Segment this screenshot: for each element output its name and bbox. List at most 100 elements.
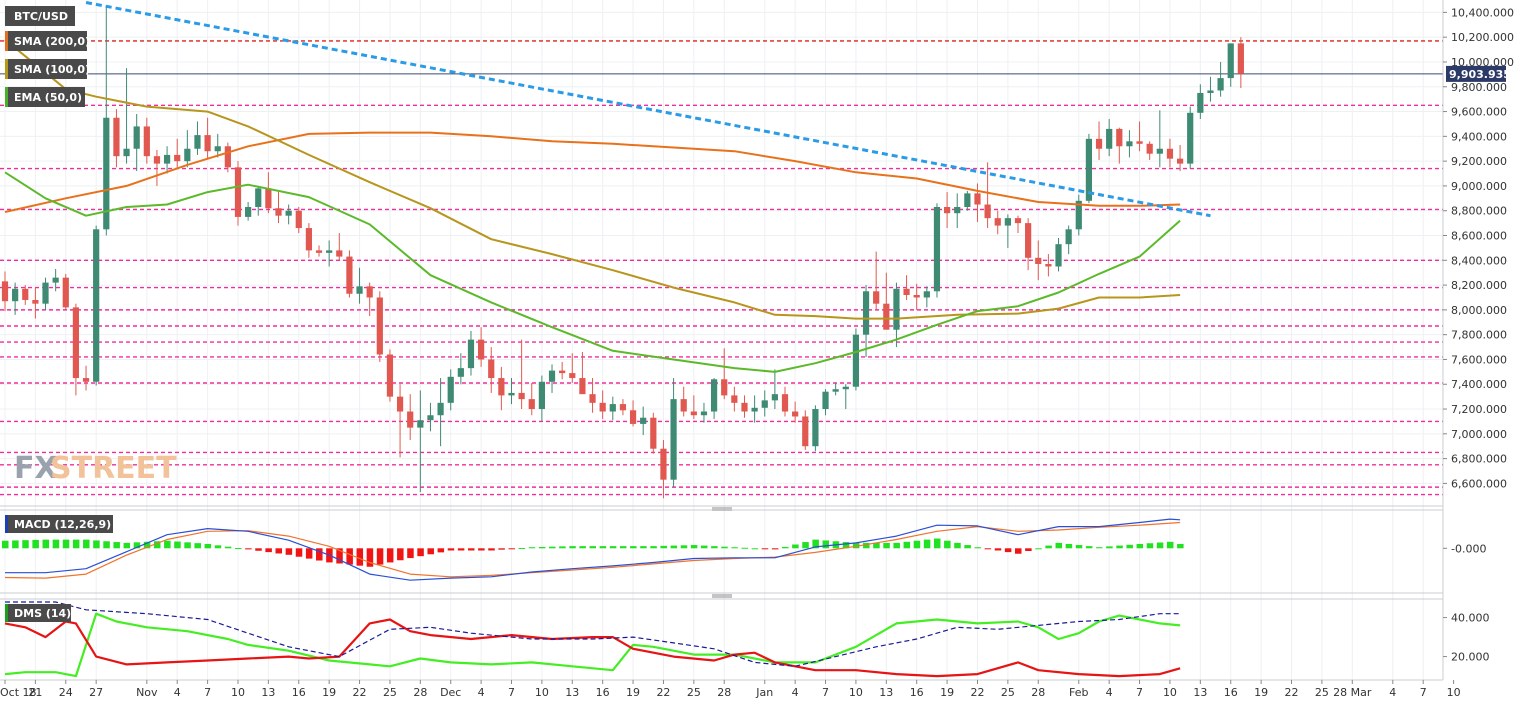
dms-panel: 40.000 20.000 DMS (14) xyxy=(4,601,1490,678)
price-tick-label: 9,400.000 xyxy=(1451,130,1507,143)
ema-50-line xyxy=(4,171,1181,373)
candle-body xyxy=(82,378,90,382)
candle-body xyxy=(802,416,809,447)
candle-body xyxy=(346,256,353,294)
x-tick-label: 7 xyxy=(1420,686,1427,699)
candle-body xyxy=(883,303,890,330)
macd-histogram-bar xyxy=(579,546,586,549)
macd-histogram-bar xyxy=(619,546,627,549)
candle-body xyxy=(731,395,738,403)
x-tick-label: 16 xyxy=(292,686,306,699)
candle-body xyxy=(396,396,404,412)
macd-histogram-bar xyxy=(1055,542,1063,549)
candle-body xyxy=(559,370,566,374)
candle-body xyxy=(214,146,221,152)
x-tick-label: 4 xyxy=(1106,686,1113,699)
x-tick-label: 16 xyxy=(910,686,924,699)
price-tick-label: 8,600.000 xyxy=(1451,230,1507,243)
legend-swatch xyxy=(5,59,8,79)
macd-histogram-bar xyxy=(93,540,100,549)
x-tick-label: Jan xyxy=(755,686,773,699)
macd-histogram-bar xyxy=(680,545,688,549)
macd-histogram-bar xyxy=(933,538,941,549)
candle-body xyxy=(1075,200,1082,230)
candle-body xyxy=(548,370,556,382)
legend-label: BTC/USD xyxy=(14,10,68,23)
macd-histogram-bar xyxy=(771,548,779,550)
macd-histogram-bar xyxy=(1156,542,1164,549)
macd-histogram-bar xyxy=(1045,545,1052,549)
candle-body xyxy=(153,156,161,164)
candle-body xyxy=(822,391,829,410)
candle-body xyxy=(903,288,910,296)
candle-body xyxy=(1136,141,1143,144)
x-tick-label: 25 xyxy=(687,686,701,699)
moving-averages xyxy=(4,38,1181,373)
macd-histogram-bar xyxy=(62,539,70,549)
candle-body xyxy=(113,117,120,157)
x-tick-label: 7 xyxy=(508,686,515,699)
macd-histogram-bar xyxy=(913,540,921,549)
candle-body xyxy=(954,206,961,214)
candle-body xyxy=(508,392,515,396)
macd-histogram-bar xyxy=(336,548,343,564)
macd-histogram-bar xyxy=(356,548,364,566)
candle-body xyxy=(1045,264,1052,267)
candle-body xyxy=(72,307,80,379)
macd-histogram-bar xyxy=(133,542,141,549)
macd-histogram-bar xyxy=(437,548,445,553)
macd-histogram-bar xyxy=(842,542,850,549)
x-tick-label: 22 xyxy=(970,686,984,699)
candle-body xyxy=(265,188,272,209)
macd-histogram-bar xyxy=(893,542,900,549)
macd-histogram-bar xyxy=(812,539,819,549)
candle-body xyxy=(93,229,100,382)
macd-histogram-bar xyxy=(1126,544,1133,549)
candle-body xyxy=(1004,218,1011,226)
macd-histogram-bar xyxy=(1177,543,1184,549)
candle-body xyxy=(721,379,728,396)
x-tick-label: Nov xyxy=(136,686,158,699)
candle-body xyxy=(781,394,789,412)
x-tick-label: 28 xyxy=(413,686,427,699)
candle-body xyxy=(650,417,657,449)
candle-body xyxy=(873,291,880,304)
macd-histogram-bar xyxy=(660,545,667,549)
candle-body xyxy=(1156,148,1163,154)
x-tick-label: 16 xyxy=(596,686,610,699)
candle-body xyxy=(933,206,941,292)
macd-histogram-bar xyxy=(1096,547,1103,549)
candle-body xyxy=(224,146,231,168)
macd-histogram-bar xyxy=(275,548,283,554)
macd-histogram-bar xyxy=(863,542,870,549)
sma-200-line xyxy=(4,131,1181,213)
candle-body xyxy=(629,410,637,424)
macd-histogram-bar xyxy=(761,548,769,550)
macd-histogram-bar xyxy=(2,540,9,549)
macd-histogram-bar xyxy=(467,548,475,551)
candle-body xyxy=(52,277,59,283)
candle-body xyxy=(1065,229,1072,245)
candle-body xyxy=(133,126,140,149)
descending-trendline xyxy=(85,1,1211,218)
macd-zero-label: -0.000 xyxy=(1451,542,1486,555)
macd-histogram-bar xyxy=(873,542,880,549)
candle-body xyxy=(984,204,991,219)
dms-label: DMS (14) xyxy=(14,607,71,620)
macd-histogram-bar xyxy=(1106,546,1113,549)
macd-histogram-bar xyxy=(397,548,404,561)
last-price-label: 9,903.935 xyxy=(1449,68,1511,81)
macd-label-box xyxy=(5,515,113,533)
macd-histogram-bar xyxy=(346,548,353,565)
x-tick-label: 13 xyxy=(1193,686,1207,699)
macd-histogram-bar xyxy=(923,539,931,549)
trendline xyxy=(85,1,1211,218)
candle-body xyxy=(305,228,312,251)
candle-body xyxy=(771,394,778,401)
candle-body xyxy=(711,379,718,412)
macd-histogram-bar xyxy=(802,542,809,549)
macd-histogram-bar xyxy=(376,548,384,565)
x-tick-label: 13 xyxy=(879,686,893,699)
